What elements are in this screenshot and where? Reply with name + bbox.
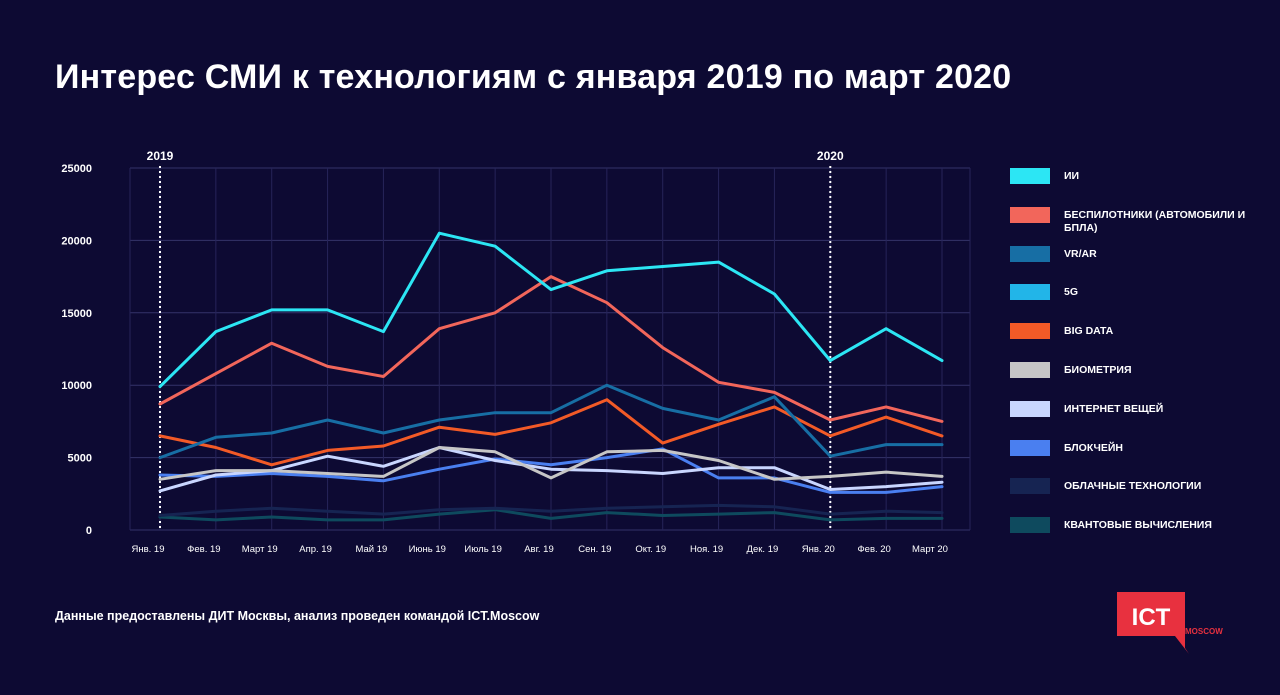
y-axis: 0 5000 10000 15000 20000 25000: [61, 163, 92, 537]
ict-moscow-logo: ICT MOSCOW: [1117, 592, 1237, 654]
legend-item: Big Data: [1010, 323, 1270, 353]
legend-label: ИИ: [1064, 170, 1080, 182]
legend-label: Интернет вещей: [1064, 402, 1164, 415]
legend-label: VR/AR: [1064, 247, 1097, 260]
x-tick-label: Март 20: [912, 544, 948, 555]
y-tick-label: 20000: [61, 235, 92, 247]
y-tick-label: 5000: [68, 453, 92, 465]
svg-text:MOSCOW: MOSCOW: [1185, 627, 1223, 636]
x-tick-label: Июнь 19: [409, 544, 446, 555]
legend-item: Беспилотники (автомобили и БПЛА): [1010, 206, 1270, 237]
x-tick-label: Март 19: [242, 544, 278, 555]
year-marker-label: 2019: [147, 149, 174, 163]
legend-label: Облачные технологии: [1064, 480, 1202, 493]
series-line: [158, 503, 944, 517]
legend-label: Квантовые вычисления: [1064, 519, 1212, 532]
series-line: [158, 398, 944, 467]
year-markers: 2019 2020: [147, 149, 844, 530]
series-lines: [158, 231, 944, 522]
chart-grid: [129, 167, 971, 531]
legend-swatch: [1010, 245, 1050, 262]
x-tick-label: Июль 19: [464, 544, 501, 555]
series-line: [158, 508, 944, 522]
y-tick-label: 10000: [61, 380, 92, 392]
series-line: [158, 447, 944, 494]
x-tick-label: Фев. 19: [187, 544, 220, 555]
legend-label: Беспилотники (автомобили и БПЛА): [1064, 208, 1246, 234]
legend-swatch: [1010, 362, 1050, 378]
legend-swatch: [1010, 478, 1050, 495]
legend-item: Облачные технологии: [1010, 478, 1270, 508]
x-tick-label: Окт. 19: [635, 544, 666, 555]
x-tick-label: Ноя. 19: [690, 544, 723, 555]
legend-item: Интернет вещей: [1010, 400, 1270, 431]
y-tick-label: 15000: [61, 308, 92, 320]
x-tick-label: Фев. 20: [857, 544, 890, 555]
x-tick-label: Апр. 19: [299, 544, 332, 555]
x-tick-label: Авг. 19: [524, 544, 554, 555]
legend-swatch: [1010, 517, 1050, 534]
legend-swatch: [1010, 439, 1050, 456]
legend-swatch: [1010, 400, 1050, 417]
legend-label: 5G: [1064, 286, 1079, 299]
series-line: [158, 231, 944, 389]
legend-swatch: [1010, 284, 1050, 301]
series-line: [158, 383, 944, 460]
legend-label: Big Data: [1064, 325, 1114, 338]
legend-item: VR/AR: [1010, 245, 1270, 276]
legend-label: Биометрия: [1064, 364, 1132, 376]
series-line: [158, 446, 944, 493]
y-tick-label: 0: [86, 525, 92, 537]
x-tick-label: Янв. 19: [132, 544, 165, 555]
y-tick-label: 25000: [61, 163, 92, 175]
legend-item: 5G: [1010, 284, 1270, 314]
legend-swatch: [1010, 206, 1050, 223]
x-tick-label: Май 19: [356, 544, 388, 555]
x-tick-label: Сен. 19: [578, 544, 611, 555]
legend-swatch: [1010, 323, 1050, 340]
year-marker-label: 2020: [817, 149, 844, 163]
svg-text:ICT: ICT: [1132, 604, 1171, 631]
legend-swatch: [1010, 168, 1050, 184]
chart-title: Интерес СМИ к технологиям с января 2019 …: [55, 58, 1012, 96]
legend-item: Биометрия: [1010, 362, 1270, 392]
legend-item: Блокчейн: [1010, 439, 1270, 470]
series-line: [158, 446, 944, 481]
x-axis: Янв. 19 Фев. 19 Март 19 Апр. 19 Май 19 Июнь 1…: [132, 544, 948, 555]
line-chart: 0 5000 10000 15000 20000 25000 Янв. 19 Фев. 19…: [61, 149, 971, 555]
legend-item: ИИ: [1010, 168, 1270, 198]
x-tick-label: Дек. 19: [747, 544, 779, 555]
source-note: Данные предоставлены ДИТ Москвы, анализ …: [55, 609, 540, 623]
x-tick-label: Янв. 20: [802, 544, 835, 555]
legend-item: Квантовые вычисления: [1010, 517, 1270, 547]
series-line: [158, 275, 944, 423]
legend-label: Блокчейн: [1064, 441, 1124, 454]
